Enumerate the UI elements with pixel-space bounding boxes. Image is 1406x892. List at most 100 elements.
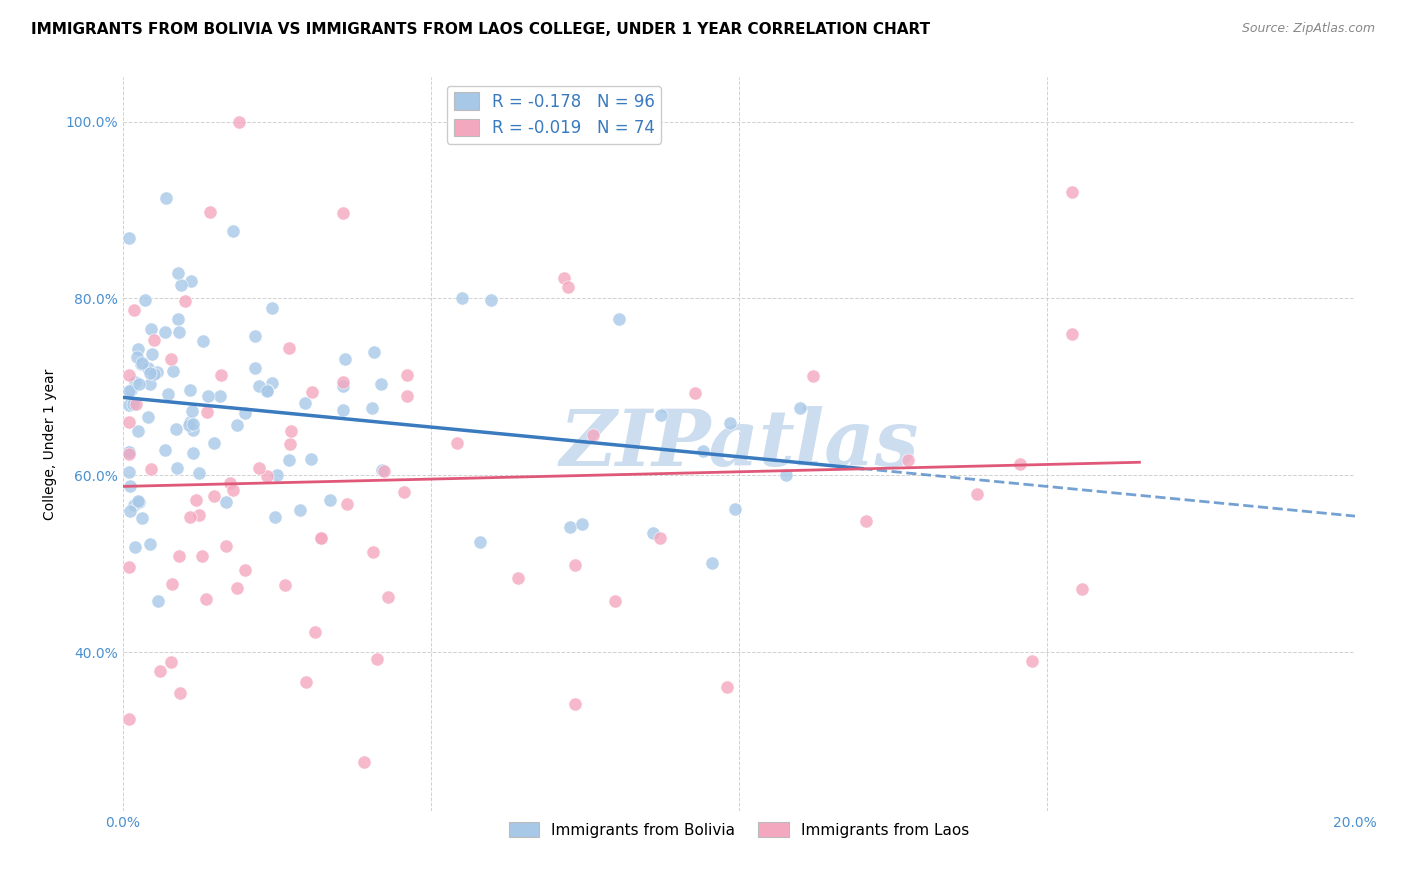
- Point: [775, 467, 797, 482]
- Point: [260, 376, 283, 391]
- Point: [294, 396, 316, 410]
- Point: [118, 447, 141, 461]
- Point: [162, 364, 184, 378]
- Point: [118, 504, 141, 518]
- Point: [1070, 582, 1092, 597]
- Point: [225, 417, 247, 432]
- Point: [198, 205, 221, 219]
- Point: [138, 360, 160, 375]
- Point: [120, 479, 142, 493]
- Point: [366, 652, 388, 666]
- Point: [169, 325, 191, 339]
- Legend: Immigrants from Bolivia, Immigrants from Laos: Immigrants from Bolivia, Immigrants from…: [502, 815, 976, 844]
- Point: [160, 577, 183, 591]
- Point: [395, 368, 418, 382]
- Point: [167, 549, 190, 563]
- Point: [336, 497, 359, 511]
- Point: [256, 384, 278, 398]
- Point: [180, 274, 202, 288]
- Point: [145, 365, 167, 379]
- Point: [195, 405, 218, 419]
- Point: [247, 379, 270, 393]
- Point: [789, 401, 811, 416]
- Point: [373, 464, 395, 478]
- Point: [332, 206, 354, 220]
- Point: [131, 511, 153, 525]
- Point: [186, 492, 208, 507]
- Point: [146, 594, 169, 608]
- Point: [202, 436, 225, 450]
- Point: [235, 563, 257, 577]
- Point: [156, 387, 179, 401]
- Point: [309, 531, 332, 545]
- Point: [332, 375, 354, 389]
- Point: [124, 540, 146, 554]
- Point: [138, 410, 160, 425]
- Point: [304, 624, 326, 639]
- Point: [181, 423, 204, 437]
- Point: [479, 293, 502, 308]
- Point: [278, 453, 301, 467]
- Point: [118, 444, 141, 458]
- Point: [718, 417, 741, 431]
- Point: [392, 484, 415, 499]
- Point: [332, 402, 354, 417]
- Point: [179, 415, 201, 429]
- Point: [160, 352, 183, 367]
- Point: [262, 301, 284, 315]
- Point: [256, 384, 278, 398]
- Point: [193, 334, 215, 348]
- Point: [353, 755, 375, 769]
- Point: [605, 594, 627, 608]
- Point: [181, 446, 204, 460]
- Point: [125, 350, 148, 364]
- Point: [280, 437, 302, 451]
- Point: [290, 502, 312, 516]
- Point: [143, 367, 166, 381]
- Point: [127, 425, 149, 439]
- Point: [1008, 457, 1031, 471]
- Text: Source: ZipAtlas.com: Source: ZipAtlas.com: [1241, 22, 1375, 36]
- Point: [124, 375, 146, 389]
- Point: [222, 483, 245, 497]
- Point: [855, 514, 877, 528]
- Point: [558, 520, 581, 534]
- Point: [273, 578, 295, 592]
- Point: [335, 351, 357, 366]
- Point: [564, 558, 586, 572]
- Point: [209, 389, 232, 403]
- Point: [966, 486, 988, 500]
- Point: [471, 114, 494, 128]
- Point: [174, 293, 197, 308]
- Point: [280, 424, 302, 438]
- Point: [396, 389, 419, 403]
- Point: [470, 534, 492, 549]
- Point: [215, 495, 238, 509]
- Point: [896, 452, 918, 467]
- Point: [266, 468, 288, 483]
- Y-axis label: College, Under 1 year: College, Under 1 year: [44, 368, 58, 520]
- Point: [228, 114, 250, 128]
- Point: [245, 360, 267, 375]
- Point: [233, 406, 256, 420]
- Point: [299, 451, 322, 466]
- Point: [141, 347, 163, 361]
- Point: [128, 495, 150, 509]
- Point: [170, 278, 193, 293]
- Point: [582, 427, 605, 442]
- Point: [149, 664, 172, 678]
- Point: [361, 545, 384, 559]
- Point: [309, 531, 332, 545]
- Point: [181, 417, 204, 432]
- Point: [187, 466, 209, 480]
- Point: [127, 342, 149, 356]
- Point: [683, 385, 706, 400]
- Text: IMMIGRANTS FROM BOLIVIA VS IMMIGRANTS FROM LAOS COLLEGE, UNDER 1 YEAR CORRELATIO: IMMIGRANTS FROM BOLIVIA VS IMMIGRANTS FR…: [31, 22, 929, 37]
- Point: [377, 590, 399, 604]
- Point: [188, 508, 211, 523]
- Point: [181, 404, 204, 418]
- Point: [169, 686, 191, 700]
- Point: [370, 376, 392, 391]
- Point: [118, 560, 141, 574]
- Point: [166, 266, 188, 280]
